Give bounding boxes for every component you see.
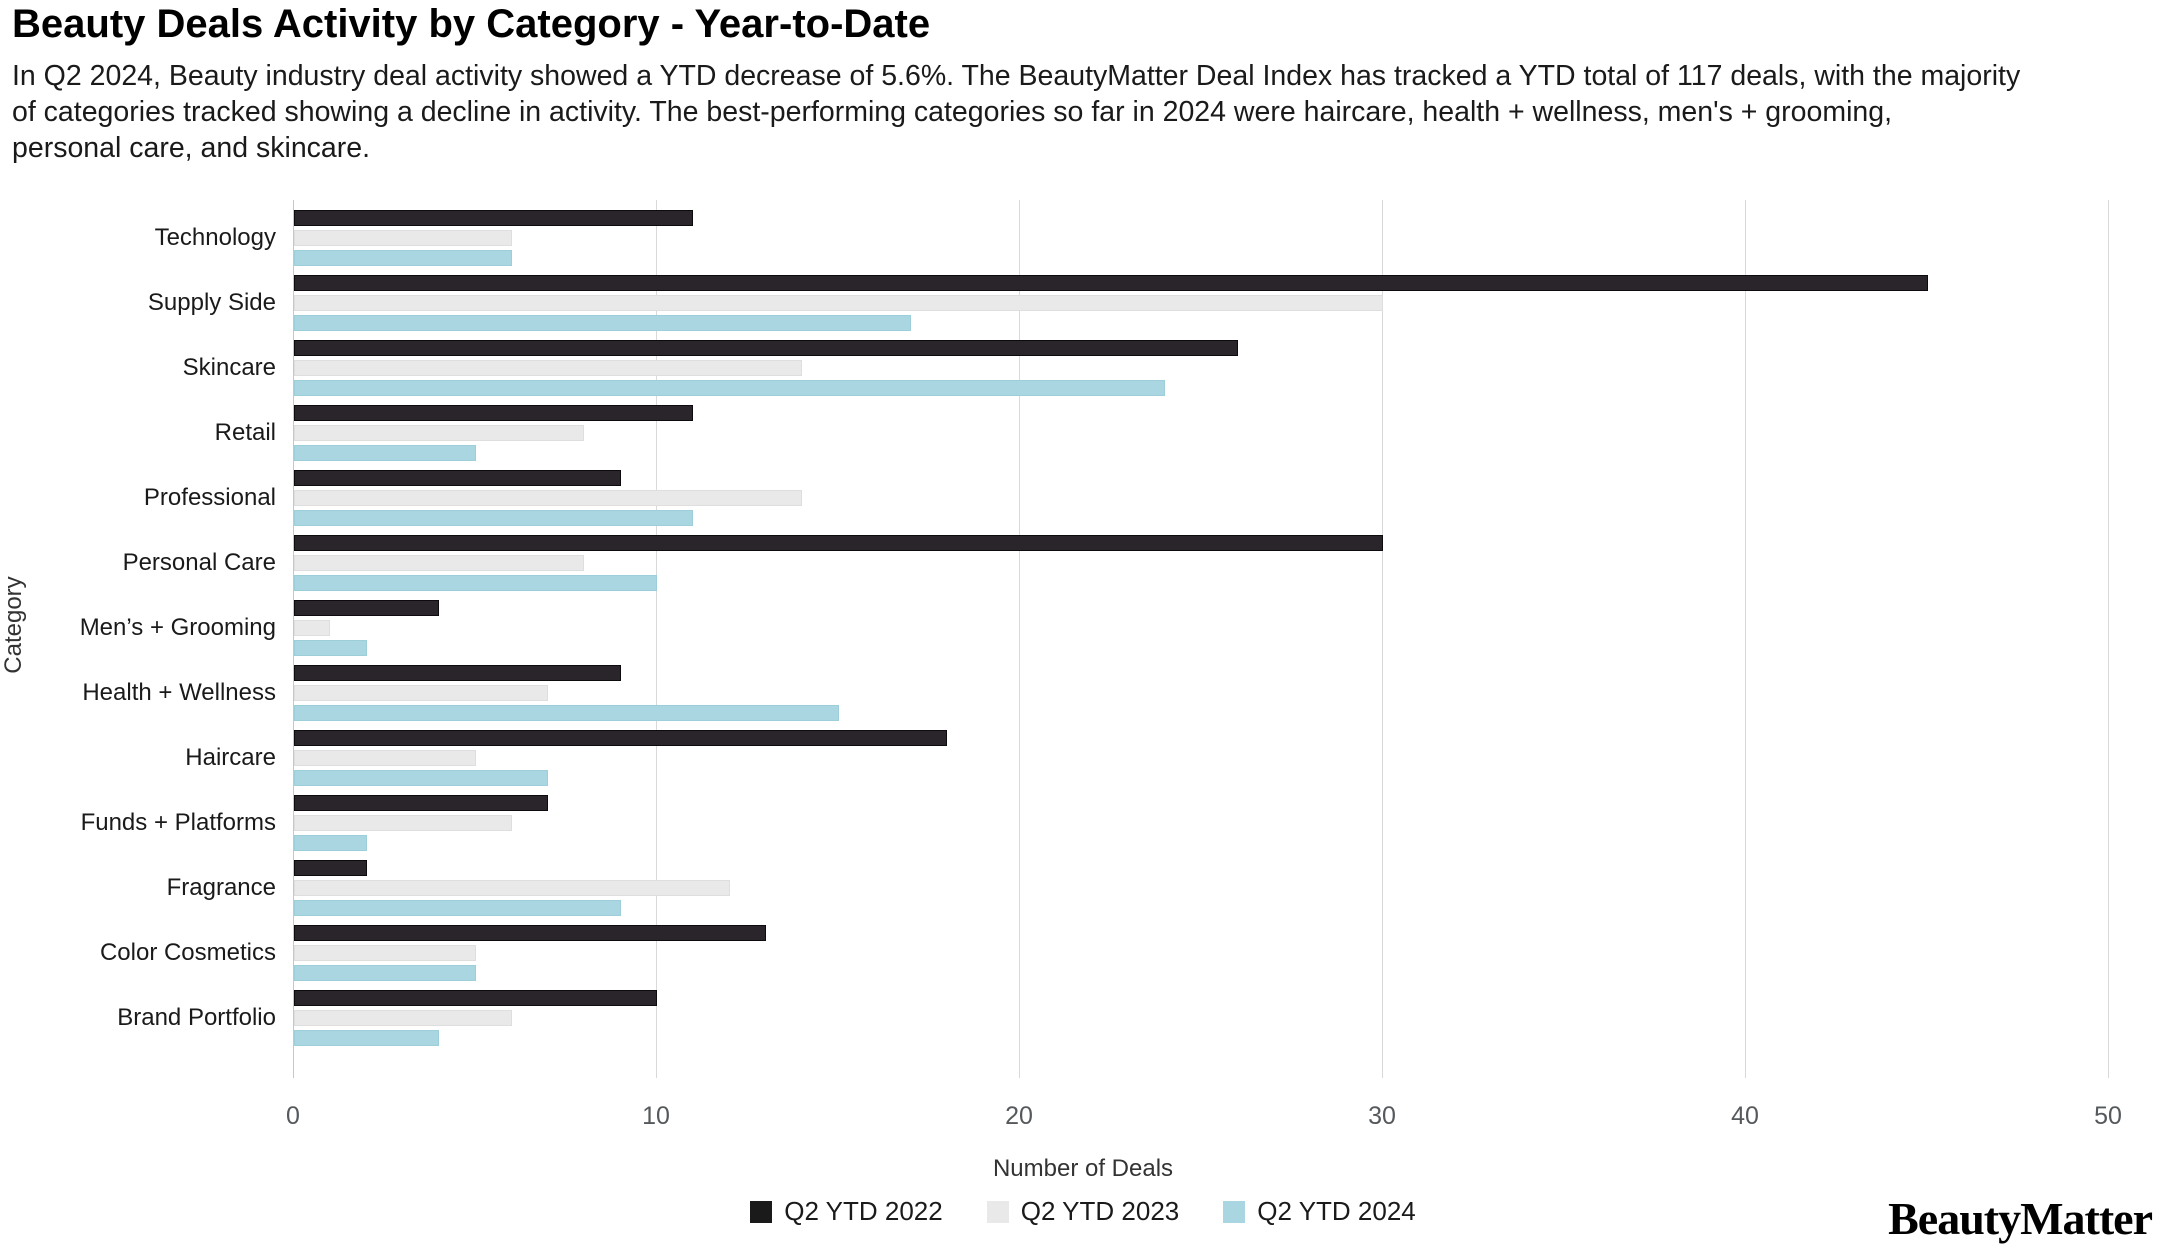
bar — [294, 770, 549, 786]
bar — [294, 965, 476, 981]
x-tick-label-40: 40 — [1731, 1102, 1759, 1130]
bar — [294, 295, 1383, 311]
legend-label: Q2 YTD 2024 — [1257, 1196, 1416, 1226]
gridline-x-30 — [1382, 200, 1383, 1078]
legend-label: Q2 YTD 2022 — [784, 1196, 943, 1226]
bar — [294, 795, 549, 811]
bar — [294, 620, 331, 636]
bar — [294, 445, 476, 461]
bar — [294, 340, 1238, 356]
bar — [294, 380, 1166, 396]
bar — [294, 880, 730, 896]
bar — [294, 640, 367, 656]
bar — [294, 945, 476, 961]
legend-item: Q2 YTD 2023 — [986, 1196, 1180, 1227]
beautymatter-logo: BeautyMatter — [1888, 1193, 2153, 1244]
category-label: Color Cosmetics — [99, 939, 276, 966]
legend-swatch-icon — [1223, 1200, 1246, 1223]
bar — [294, 490, 803, 506]
x-tick-label-50: 50 — [2094, 1102, 2122, 1130]
chart-subtitle: In Q2 2024, Beauty industry deal activit… — [12, 58, 2020, 166]
category-label: Professional — [143, 484, 276, 511]
bar — [294, 405, 694, 421]
bar — [294, 230, 512, 246]
bar — [294, 210, 694, 226]
bar — [294, 990, 657, 1006]
bar — [294, 835, 367, 851]
gridline-x-10 — [656, 200, 657, 1078]
x-tick-label-30: 30 — [1368, 1102, 1396, 1130]
category-label: Health + Wellness — [82, 679, 276, 706]
bar — [294, 575, 657, 591]
bar — [294, 900, 621, 916]
x-tick-label-0: 0 — [286, 1102, 300, 1130]
page-title: Beauty Deals Activity by Category - Year… — [12, 2, 931, 46]
bar — [294, 250, 512, 266]
x-tick-label-20: 20 — [1005, 1102, 1033, 1130]
legend-swatch-icon — [750, 1200, 773, 1223]
x-tick-label-10: 10 — [642, 1102, 670, 1130]
category-label: Supply Side — [147, 289, 276, 316]
bar — [294, 685, 549, 701]
category-label: Men’s + Grooming — [79, 614, 276, 641]
category-label: Brand Portfolio — [117, 1004, 276, 1031]
legend-label: Q2 YTD 2023 — [1020, 1196, 1180, 1226]
bar — [294, 705, 839, 721]
subtitle-line: In Q2 2024, Beauty industry deal activit… — [12, 60, 2021, 92]
category-label: Technology — [154, 224, 276, 251]
y-axis-line — [293, 200, 294, 1078]
category-label: Skincare — [182, 354, 276, 381]
subtitle-line: personal care, and skincare. — [12, 132, 371, 164]
category-label: Funds + Platforms — [80, 809, 276, 836]
legend-item: Q2 YTD 2024 — [1223, 1196, 1416, 1227]
bar — [294, 600, 440, 616]
bar — [294, 555, 585, 571]
gridline-x-20 — [1019, 200, 1020, 1078]
bar — [294, 360, 803, 376]
bar — [294, 275, 1928, 291]
legend: Q2 YTD 2022 Q2 YTD 2023 Q2 YTD 2024 — [0, 1196, 2166, 1227]
bar — [294, 925, 766, 941]
legend-item: Q2 YTD 2022 — [750, 1196, 943, 1227]
bar — [294, 860, 367, 876]
subtitle-line: of categories tracked showing a decline … — [12, 96, 1893, 128]
category-label: Retail — [214, 419, 276, 446]
bar — [294, 1030, 440, 1046]
bar — [294, 315, 912, 331]
bar — [294, 510, 694, 526]
bar — [294, 750, 476, 766]
bar — [294, 815, 512, 831]
gridline-x-50 — [2108, 200, 2109, 1078]
gridline-x-40 — [1745, 200, 1746, 1078]
bar — [294, 470, 621, 486]
bar — [294, 535, 1383, 551]
bar — [294, 665, 621, 681]
legend-swatch-icon — [986, 1200, 1009, 1223]
category-label: Personal Care — [122, 549, 276, 576]
bar — [294, 730, 948, 746]
x-axis-title: Number of Deals — [992, 1155, 1174, 1182]
category-label: Fragrance — [166, 874, 276, 901]
category-label: Haircare — [185, 744, 276, 771]
bar — [294, 1010, 512, 1026]
bar — [294, 425, 585, 441]
